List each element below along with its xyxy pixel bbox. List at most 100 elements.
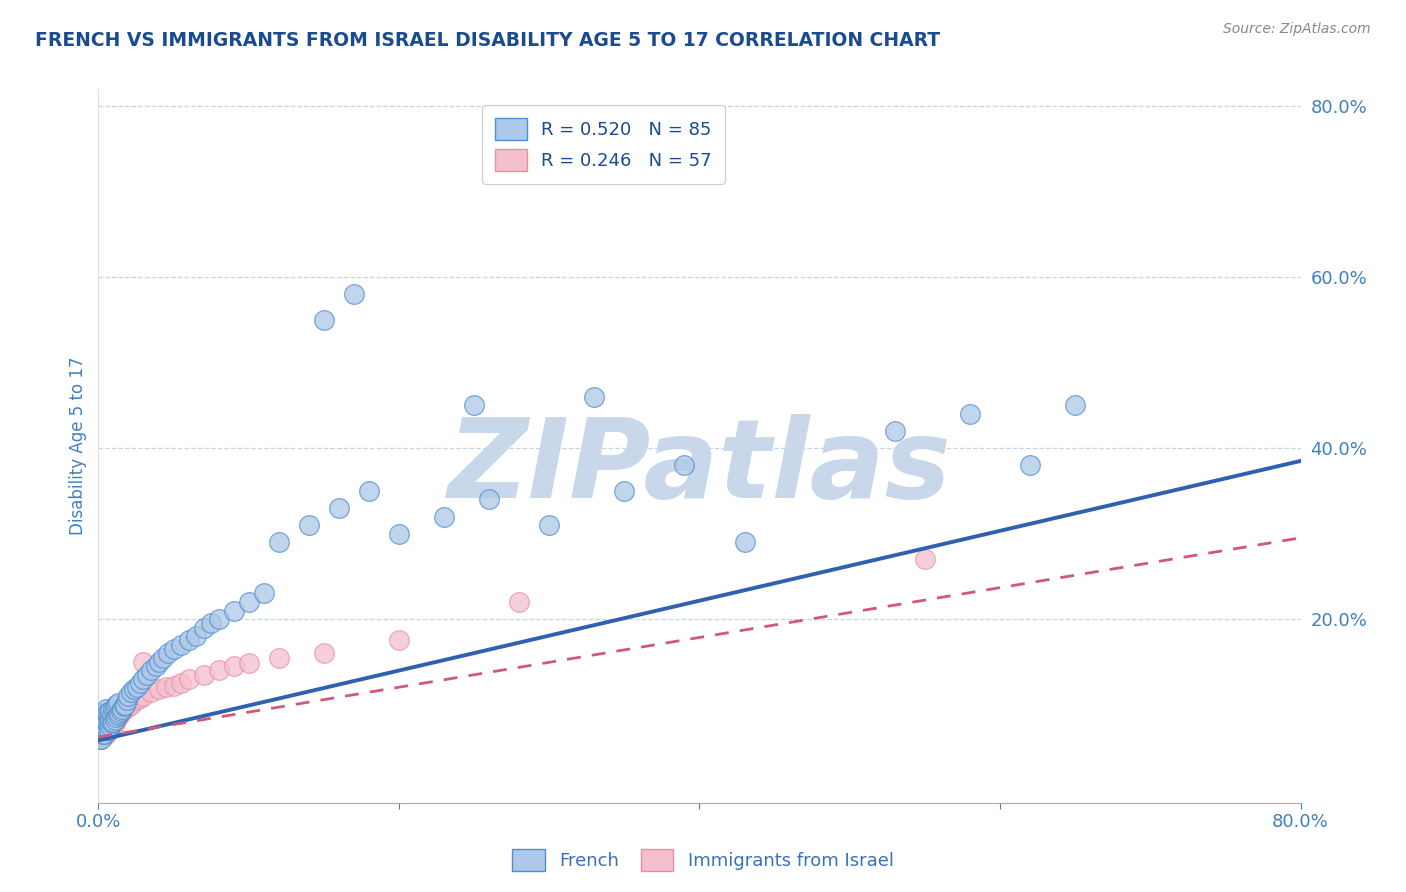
Point <box>613 483 636 498</box>
Point <box>107 710 129 724</box>
Point <box>208 612 231 626</box>
Point <box>1019 458 1042 473</box>
Point <box>91 719 114 733</box>
Point <box>89 731 111 746</box>
Point <box>125 693 148 707</box>
Point <box>200 616 222 631</box>
Point <box>208 663 231 677</box>
Point <box>1064 398 1087 412</box>
Point <box>107 696 129 710</box>
Legend: R = 0.520   N = 85, R = 0.246   N = 57: R = 0.520 N = 85, R = 0.246 N = 57 <box>482 105 724 184</box>
Point <box>132 672 155 686</box>
Point <box>538 518 561 533</box>
Point <box>112 699 135 714</box>
Point <box>117 689 139 703</box>
Point <box>90 719 112 733</box>
Point <box>93 729 115 743</box>
Point <box>90 723 112 738</box>
Point <box>104 713 127 727</box>
Point <box>89 719 111 733</box>
Point <box>312 313 335 327</box>
Point <box>91 714 114 729</box>
Point <box>89 727 111 741</box>
Point <box>222 603 245 617</box>
Point <box>129 690 152 705</box>
Point <box>162 642 184 657</box>
Text: ZIPatlas: ZIPatlas <box>447 414 952 521</box>
Point <box>93 723 115 738</box>
Point <box>96 719 118 733</box>
Point <box>433 509 456 524</box>
Point <box>184 629 207 643</box>
Point <box>100 714 122 729</box>
Point <box>132 655 155 669</box>
Point <box>91 724 114 739</box>
Point <box>107 707 129 722</box>
Point <box>101 716 124 731</box>
Point <box>117 699 139 714</box>
Point <box>94 723 117 738</box>
Point <box>103 702 125 716</box>
Point <box>155 681 177 695</box>
Point <box>93 727 115 741</box>
Point <box>883 424 905 438</box>
Point <box>253 586 276 600</box>
Point <box>222 659 245 673</box>
Text: FRENCH VS IMMIGRANTS FROM ISRAEL DISABILITY AGE 5 TO 17 CORRELATION CHART: FRENCH VS IMMIGRANTS FROM ISRAEL DISABIL… <box>35 31 941 50</box>
Point <box>238 657 260 671</box>
Point <box>673 458 696 473</box>
Point <box>96 714 118 729</box>
Point <box>103 719 125 733</box>
Point <box>93 706 115 720</box>
Y-axis label: Disability Age 5 to 17: Disability Age 5 to 17 <box>69 357 87 535</box>
Point <box>298 518 321 533</box>
Point <box>100 704 122 718</box>
Point <box>111 702 134 716</box>
Point <box>914 552 936 566</box>
Point <box>97 716 120 731</box>
Point <box>90 722 112 736</box>
Point <box>96 706 118 720</box>
Point <box>388 526 411 541</box>
Point <box>177 672 200 686</box>
Point <box>734 535 756 549</box>
Point <box>94 719 117 733</box>
Point <box>100 713 122 727</box>
Point <box>328 500 350 515</box>
Point <box>101 720 124 734</box>
Point <box>89 731 111 746</box>
Legend: French, Immigrants from Israel: French, Immigrants from Israel <box>505 842 901 879</box>
Point <box>101 713 124 727</box>
Point <box>89 723 111 738</box>
Point <box>94 702 117 716</box>
Point <box>91 730 114 744</box>
Point <box>90 731 112 746</box>
Point <box>121 698 143 712</box>
Point <box>97 723 120 738</box>
Point <box>145 659 167 673</box>
Point <box>135 667 157 681</box>
Point <box>97 714 120 729</box>
Point <box>583 390 606 404</box>
Point <box>108 707 131 722</box>
Point <box>162 679 184 693</box>
Point <box>97 706 120 720</box>
Point <box>170 676 193 690</box>
Point <box>93 723 115 738</box>
Point <box>148 682 170 697</box>
Point <box>121 684 143 698</box>
Point <box>100 719 122 733</box>
Text: Source: ZipAtlas.com: Source: ZipAtlas.com <box>1223 22 1371 37</box>
Point <box>129 676 152 690</box>
Point <box>89 723 111 738</box>
Point <box>463 398 485 412</box>
Point <box>267 650 290 665</box>
Point <box>193 667 215 681</box>
Point <box>110 704 132 718</box>
Point <box>115 693 138 707</box>
Point <box>103 710 125 724</box>
Point <box>177 633 200 648</box>
Point <box>357 483 380 498</box>
Point <box>139 663 162 677</box>
Point <box>267 535 290 549</box>
